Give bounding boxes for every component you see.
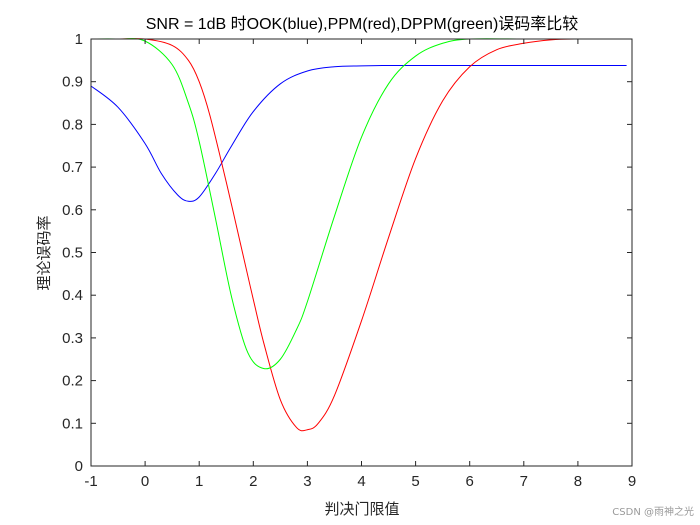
y-tick-label: 0.2 xyxy=(62,373,83,390)
y-tick-label: 0.8 xyxy=(62,116,83,133)
y-tick-label: 1 xyxy=(75,31,83,48)
x-tick-label: 8 xyxy=(574,473,582,490)
y-tick-label: 0.3 xyxy=(62,330,83,347)
y-tick-label: 0.9 xyxy=(62,74,83,91)
y-tick-label: 0.1 xyxy=(62,415,83,432)
x-tick-label: 3 xyxy=(303,473,311,490)
y-tick-label: 0.4 xyxy=(62,287,83,304)
watermark-text: CSDN @雨神之光 xyxy=(612,505,694,518)
y-tick-label: 0 xyxy=(75,458,83,475)
x-tick-label: 6 xyxy=(466,473,474,490)
x-tick-label: 7 xyxy=(520,473,528,490)
x-tick-label: 1 xyxy=(195,473,203,490)
x-tick-label: -1 xyxy=(84,473,97,490)
x-tick-label: 0 xyxy=(141,473,149,490)
x-tick-label: 9 xyxy=(628,473,636,490)
y-axis-label: 理论误码率 xyxy=(35,215,53,290)
dppm-green-curve xyxy=(90,38,627,370)
x-axis-label: 判决门限值 xyxy=(324,500,399,518)
chart-title: SNR = 1dB 时OOK(blue),PPM(red),DPPM(green… xyxy=(146,15,579,33)
y-tick-label: 0.7 xyxy=(62,159,83,176)
ppm-red-curve xyxy=(90,38,627,432)
plot-background xyxy=(91,39,632,466)
plot-area: -1 0 1 2 3 4 5 6 7 8 900.10.20.30.40.50.60.70.80.9… xyxy=(62,31,636,490)
y-tick-label: 0.6 xyxy=(62,202,83,219)
x-tick-label: 4 xyxy=(357,473,365,490)
x-tick-label: 2 xyxy=(249,473,257,490)
y-tick-label: 0.5 xyxy=(62,245,83,262)
ook-blue-curve xyxy=(90,64,627,202)
x-tick-label: 5 xyxy=(411,473,419,490)
